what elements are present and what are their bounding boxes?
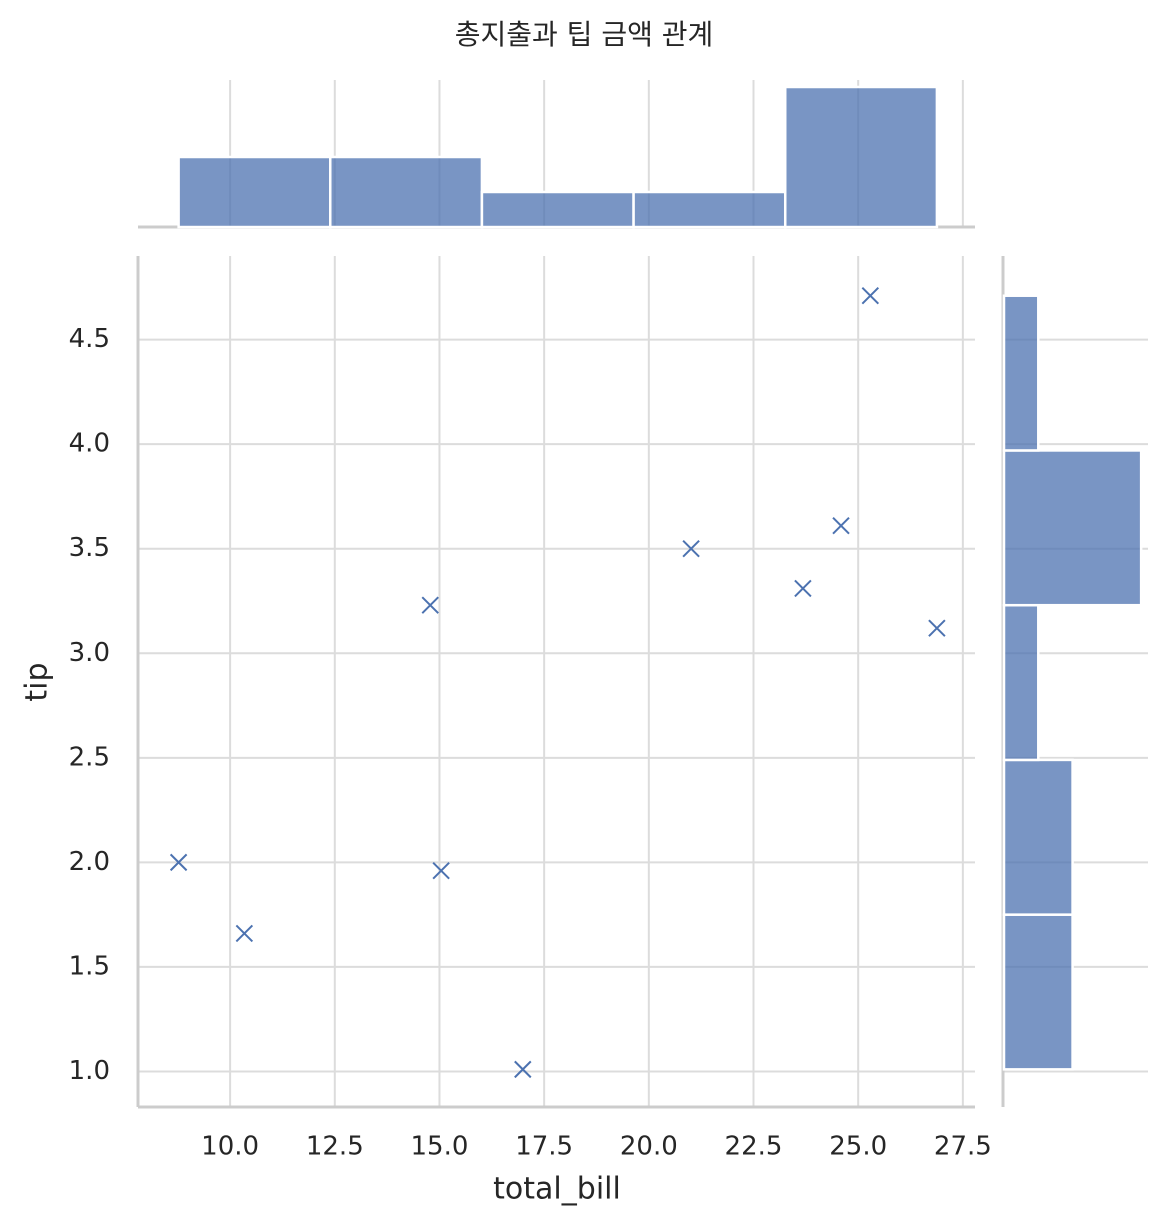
point [235, 924, 254, 943]
y-tick-label: 1.0 [69, 1056, 110, 1086]
histogram-bar [1002, 294, 1040, 452]
point [432, 862, 450, 880]
point [928, 619, 946, 637]
y-tick-label: 2.0 [69, 847, 110, 877]
point [861, 287, 880, 305]
point [832, 517, 850, 535]
histogram-bar [783, 85, 939, 229]
y-tick-label: 3.0 [69, 638, 110, 668]
x-tick-label: 15.0 [411, 1132, 469, 1162]
y-tick-label: 4.0 [69, 429, 110, 459]
histogram-bar [1002, 449, 1143, 607]
chart-title: 총지출과 팁 금액 관계 [455, 18, 714, 51]
x-tick-label: 17.5 [515, 1132, 573, 1162]
point [169, 853, 188, 872]
histogram-bar [329, 155, 484, 229]
point [682, 540, 700, 558]
y-tick-label: 4.5 [69, 324, 110, 354]
point [421, 596, 439, 614]
histogram-bar [480, 190, 635, 229]
x-tick-label: 12.5 [306, 1132, 364, 1162]
x-tick-label: 20.0 [620, 1132, 678, 1162]
x-tick-label: 25.0 [829, 1132, 887, 1162]
histogram-bar [1002, 758, 1074, 916]
y-tick-label: 2.5 [69, 742, 110, 772]
y-tick-label: 1.5 [69, 951, 110, 981]
histogram-bar [632, 190, 787, 229]
point [514, 1060, 532, 1079]
histogram-bar [1002, 913, 1074, 1071]
point [794, 579, 812, 598]
y-axis-label: tip [20, 662, 55, 701]
x-axis-label: total_bill [493, 1172, 621, 1207]
x-tick-label: 10.0 [201, 1132, 259, 1162]
histogram-bar [1002, 603, 1040, 762]
histogram-bar [177, 155, 332, 229]
x-tick-label: 27.5 [934, 1132, 992, 1162]
x-tick-label: 22.5 [725, 1132, 783, 1162]
y-tick-label: 3.5 [69, 533, 110, 563]
